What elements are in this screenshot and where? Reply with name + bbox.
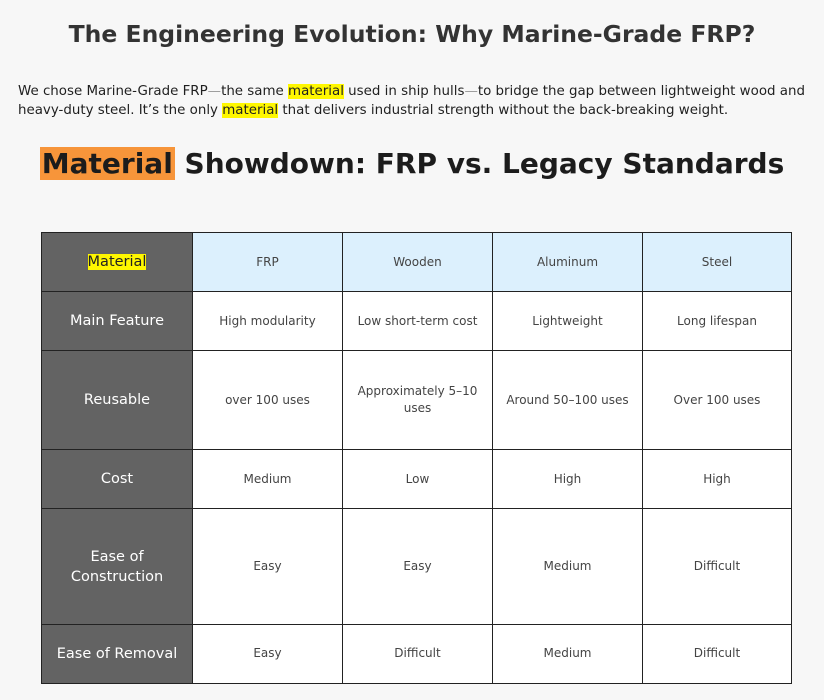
- intro-text: the same: [221, 84, 289, 99]
- row-header: Main Feature: [41, 291, 193, 352]
- row-header: Reusable: [41, 350, 193, 451]
- page-title: The Engineering Evolution: Why Marine-Gr…: [68, 20, 756, 48]
- table-row: Ease of Construction Easy Easy Medium Di…: [41, 508, 792, 625]
- table-cell: Medium: [492, 623, 643, 685]
- table-cell: Easy: [342, 508, 493, 625]
- table-row: Main Feature High modularity Low short-t…: [41, 291, 792, 352]
- table-cell: High modularity: [192, 291, 343, 352]
- table-cell: Around 50–100 uses: [492, 350, 643, 451]
- table-corner-cell: Material: [41, 231, 193, 293]
- table-row: Cost Medium Low High High: [41, 449, 792, 510]
- table-header-row: Material FRP Wooden Aluminum Steel: [41, 231, 792, 293]
- table-cell: over 100 uses: [192, 350, 343, 451]
- intro-paragraph: We chose Marine-Grade FRP—the same mater…: [18, 82, 808, 120]
- column-header-steel: Steel: [642, 231, 792, 293]
- intro-highlight: material: [222, 103, 279, 118]
- table-cell: Low: [342, 449, 493, 510]
- column-header-frp: FRP: [192, 231, 343, 293]
- comparison-table: Material FRP Wooden Aluminum Steel Main …: [41, 231, 792, 685]
- table-cell: Easy: [192, 623, 343, 685]
- table-cell: Difficult: [342, 623, 493, 685]
- intro-highlight: material: [288, 84, 344, 99]
- intro-text: We chose Marine-Grade FRP: [18, 84, 208, 99]
- table-cell: Lightweight: [492, 291, 643, 352]
- intro-text: to bridge the gap between lightweight wo…: [18, 84, 805, 118]
- table-cell: Medium: [192, 449, 343, 510]
- intro-text: that delivers industrial strength withou…: [278, 103, 729, 118]
- table-cell: Low short-term cost: [342, 291, 493, 352]
- row-header: Cost: [41, 449, 193, 510]
- table-cell: Long lifespan: [642, 291, 792, 352]
- table-cell: Medium: [492, 508, 643, 625]
- table-row: Ease of Removal Easy Difficult Medium Di…: [41, 623, 792, 685]
- table-row: Reusable over 100 uses Approximately 5–1…: [41, 350, 792, 451]
- row-header: Ease of Construction: [41, 508, 193, 625]
- table-cell: High: [492, 449, 643, 510]
- table-cell: High: [642, 449, 792, 510]
- corner-label: Material: [87, 254, 147, 271]
- table-cell: Easy: [192, 508, 343, 625]
- intro-text: used in ship hulls: [343, 84, 465, 99]
- row-header: Ease of Removal: [41, 623, 193, 685]
- table-cell: Approximately 5–10 uses: [342, 350, 493, 451]
- column-header-aluminum: Aluminum: [492, 231, 643, 293]
- table-cell: Difficult: [642, 508, 792, 625]
- intro-dash: —: [207, 84, 222, 99]
- heading-highlight: Material: [39, 147, 175, 180]
- table-cell: Difficult: [642, 623, 792, 685]
- intro-dash: —: [464, 84, 478, 99]
- heading-text: Showdown: FRP vs. Legacy Standards: [174, 147, 785, 180]
- section-heading: Material Showdown: FRP vs. Legacy Standa…: [0, 143, 824, 185]
- column-header-wooden: Wooden: [342, 231, 493, 293]
- table-cell: Over 100 uses: [642, 350, 792, 451]
